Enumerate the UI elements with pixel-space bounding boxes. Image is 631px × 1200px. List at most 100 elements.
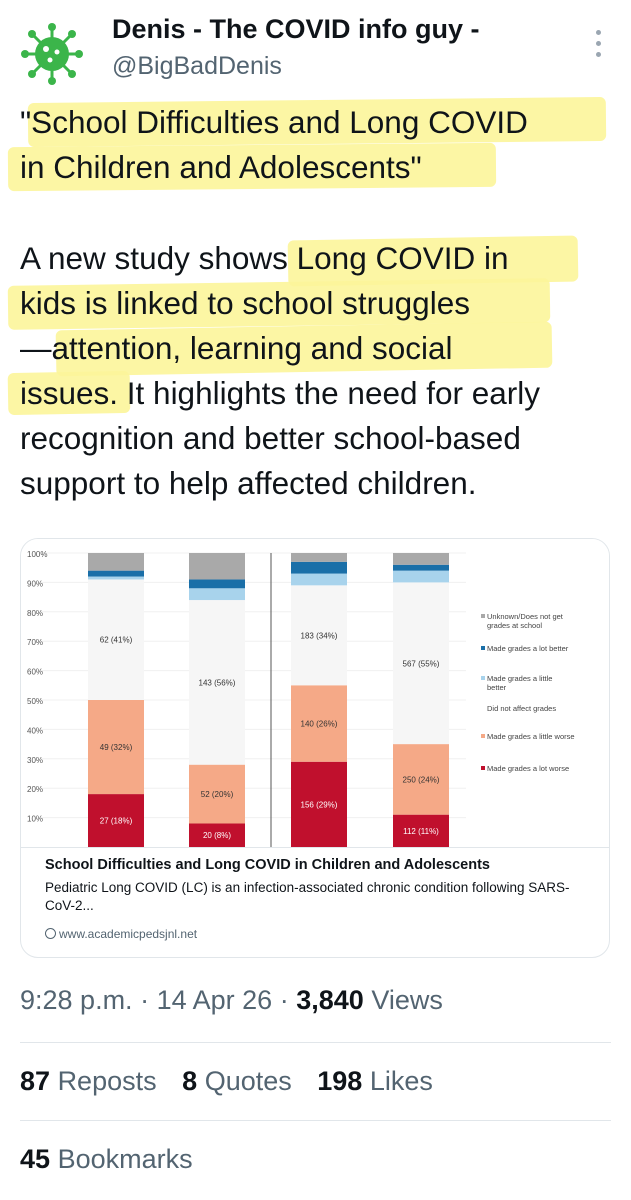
bar-segment <box>88 579 144 700</box>
card-description: Pediatric Long COVID (LC) is an infectio… <box>45 880 570 913</box>
likes-label: Likes <box>369 1066 433 1096</box>
legend-swatch <box>481 706 485 710</box>
y-tick-label: 20% <box>27 785 43 794</box>
card-domain[interactable]: www.academicpedsjnl.net <box>45 927 197 941</box>
bar-segment <box>291 761 347 847</box>
reposts-label: Reposts <box>57 1066 157 1096</box>
divider <box>20 1042 611 1043</box>
bar-segment <box>291 573 347 586</box>
y-tick-label: 80% <box>27 609 43 618</box>
bar-segment <box>189 579 245 589</box>
data-label: 140 (26%) <box>301 720 338 729</box>
data-label: 52 (20%) <box>201 790 234 799</box>
bar-segment <box>189 764 245 824</box>
tweet-text-line: "School Difficulties and Long COVID <box>20 104 528 140</box>
tweet-text-line: support to help affected children. <box>20 465 477 501</box>
y-tick-label: 50% <box>27 697 43 706</box>
bar-segment <box>88 553 144 571</box>
y-tick-label: 40% <box>27 726 43 735</box>
bookmarks-label: Bookmarks <box>57 1144 193 1174</box>
author-name[interactable]: Denis - The COVID info guy - <box>112 14 480 44</box>
bookmarks-row: 45 Bookmarks <box>20 1144 193 1175</box>
link-icon <box>45 928 56 939</box>
bookmarks-stat[interactable]: 45 Bookmarks <box>20 1144 193 1174</box>
tweet-text-line: in Children and Adolescents" <box>20 149 422 185</box>
bar-segment <box>393 814 449 847</box>
views-count: 3,840 <box>296 985 364 1015</box>
bar-segment <box>393 570 449 583</box>
y-tick-label: 70% <box>27 638 43 647</box>
bar-segment <box>291 685 347 762</box>
data-label: 62 (41%) <box>100 636 133 645</box>
author-handle[interactable]: @BigBadDenis <box>112 52 282 80</box>
more-options-icon[interactable] <box>588 30 608 66</box>
tweet-text-line: kids is linked to school struggles <box>20 285 470 321</box>
legend-label: Did not affect grades <box>487 704 556 713</box>
bar-segment <box>88 570 144 577</box>
data-label: 250 (24%) <box>403 775 440 784</box>
legend-swatch <box>481 766 485 770</box>
legend-label: Made grades a lot better <box>487 644 569 653</box>
data-label: 112 (11%) <box>403 827 439 836</box>
separator: · <box>279 985 289 1015</box>
link-preview-card[interactable]: 100% 90% 80% 70% 60% 50% 40% 30% 20% 10% 27 (18%) 4… <box>20 538 610 958</box>
likes-count: 198 <box>317 1066 363 1096</box>
legend-label: Made grades a lot worse <box>487 764 569 773</box>
data-label: 156 (29%) <box>301 800 338 809</box>
data-label: 183 (34%) <box>301 631 338 640</box>
legend-label: grades at school <box>487 621 542 630</box>
views-label: Views <box>371 985 443 1015</box>
legend-swatch <box>481 646 485 650</box>
y-tick-label: 90% <box>27 579 43 588</box>
likes-stat[interactable]: 198 Likes <box>317 1066 433 1096</box>
legend-label: Made grades a little worse <box>487 732 575 741</box>
virus-icon[interactable] <box>20 22 84 86</box>
tweet-header: Denis - The COVID info guy - @BigBadDeni… <box>0 0 631 100</box>
bar-segment <box>88 794 144 847</box>
bar-segment <box>393 553 449 565</box>
data-label: 27 (18%) <box>100 817 133 826</box>
bar-segment <box>88 576 144 580</box>
quotes-label: Quotes <box>204 1066 292 1096</box>
bar-segment <box>291 561 347 574</box>
quotes-stat[interactable]: 8 Quotes <box>182 1066 292 1096</box>
bar-segment <box>291 585 347 686</box>
card-domain-text: www.academicpedsjnl.net <box>59 927 198 941</box>
tweet-text-line: issues. It highlights the need for early <box>20 375 541 411</box>
engagement-stats: 87 Reposts 8 Quotes 198 Likes <box>20 1066 433 1097</box>
legend-swatch <box>481 614 485 618</box>
bar-segment <box>393 564 449 571</box>
bookmarks-count: 45 <box>20 1144 51 1174</box>
bar-segment <box>88 700 144 795</box>
quotes-count: 8 <box>182 1066 198 1096</box>
bar-segment <box>291 553 347 562</box>
legend-label: Made grades a little <box>487 674 552 683</box>
tweet-meta: 9:28 p.m. · 14 Apr 26 · 3,840 Views <box>20 985 443 1016</box>
y-tick-label: 60% <box>27 668 43 677</box>
legend-swatch <box>481 676 485 680</box>
bar-segment <box>189 823 245 847</box>
tweet-text-line: A new study shows Long COVID in <box>20 240 509 276</box>
y-tick-label: 30% <box>27 756 43 765</box>
card-title[interactable]: School Difficulties and Long COVID in Ch… <box>45 857 490 873</box>
legend-label: Unknown/Does not get <box>487 612 564 621</box>
tweet-text-line: —attention, learning and social <box>20 330 453 366</box>
data-label: 49 (32%) <box>100 743 133 752</box>
divider <box>20 1120 611 1121</box>
tweet-date[interactable]: 14 Apr 26 <box>156 985 273 1015</box>
stacked-bar-chart: 100% 90% 80% 70% 60% 50% 40% 30% 20% 10% 27 (18%) 4… <box>21 539 609 847</box>
tweet-time[interactable]: 9:28 p.m. <box>20 985 133 1015</box>
bar-segment <box>393 744 449 815</box>
reposts-count: 87 <box>20 1066 51 1096</box>
data-label: 20 (8%) <box>203 831 231 840</box>
separator: · <box>140 985 150 1015</box>
bar-segment <box>393 582 449 745</box>
data-label: 567 (55%) <box>403 659 440 668</box>
y-tick-label: 10% <box>27 815 43 824</box>
bar-segment <box>189 600 245 765</box>
y-tick-label: 100% <box>27 550 47 559</box>
card-body <box>21 847 609 957</box>
reposts-stat[interactable]: 87 Reposts <box>20 1066 157 1096</box>
bar-segment <box>189 553 245 580</box>
data-label: 143 (56%) <box>199 678 236 687</box>
